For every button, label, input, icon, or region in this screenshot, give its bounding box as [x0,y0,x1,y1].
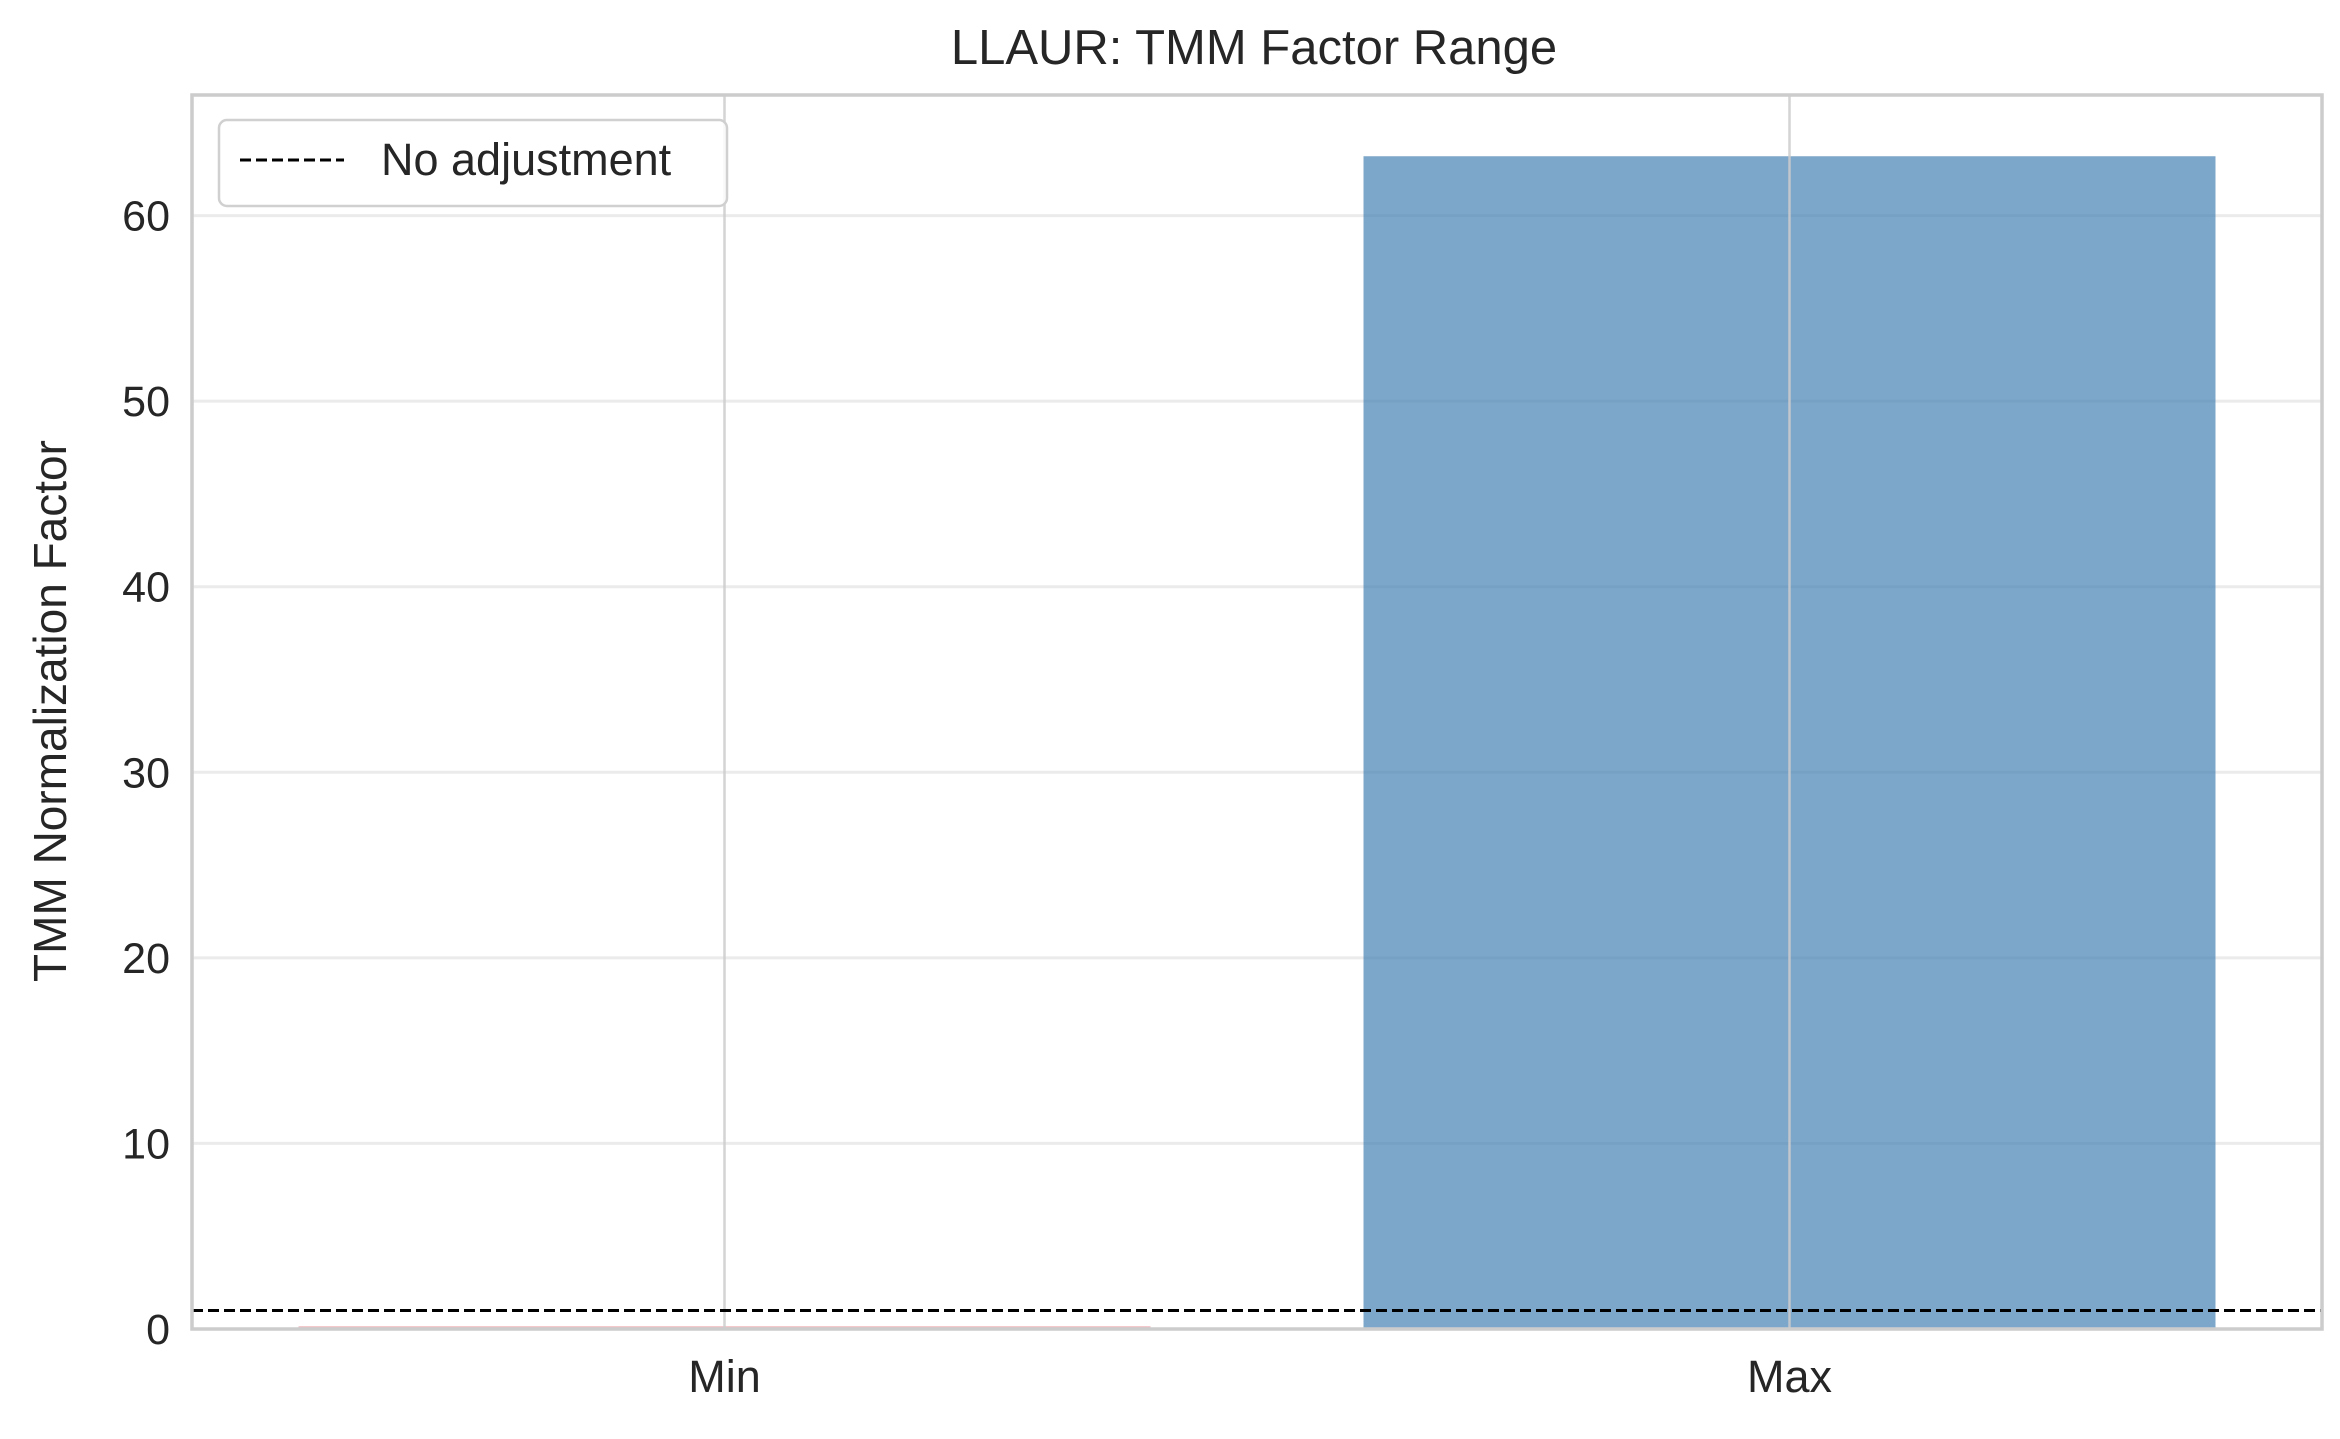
axes-frame [190,93,2324,1331]
x-tick-label-min: Min [688,1351,761,1402]
y-tick-label: 10 [122,1120,170,1168]
y-tick-label: 0 [146,1306,170,1354]
y-tick-label: 20 [122,935,170,983]
x-tick-label-max: Max [1747,1351,1833,1402]
y-tick-label: 50 [122,378,170,426]
legend-label-no-adjustment: No adjustment [381,134,672,185]
y-tick-label: 60 [122,193,170,241]
y-tick-label: 40 [122,564,170,612]
legend-box [217,118,729,208]
y-tick-label: 30 [122,749,170,797]
y-axis-label: TMM Normalization Factor [24,440,76,982]
chart-title: LLAUR: TMM Factor Range [951,21,1557,75]
plot-area: 0 10 20 30 40 50 60 Min Max No adjustment [122,93,2324,1402]
